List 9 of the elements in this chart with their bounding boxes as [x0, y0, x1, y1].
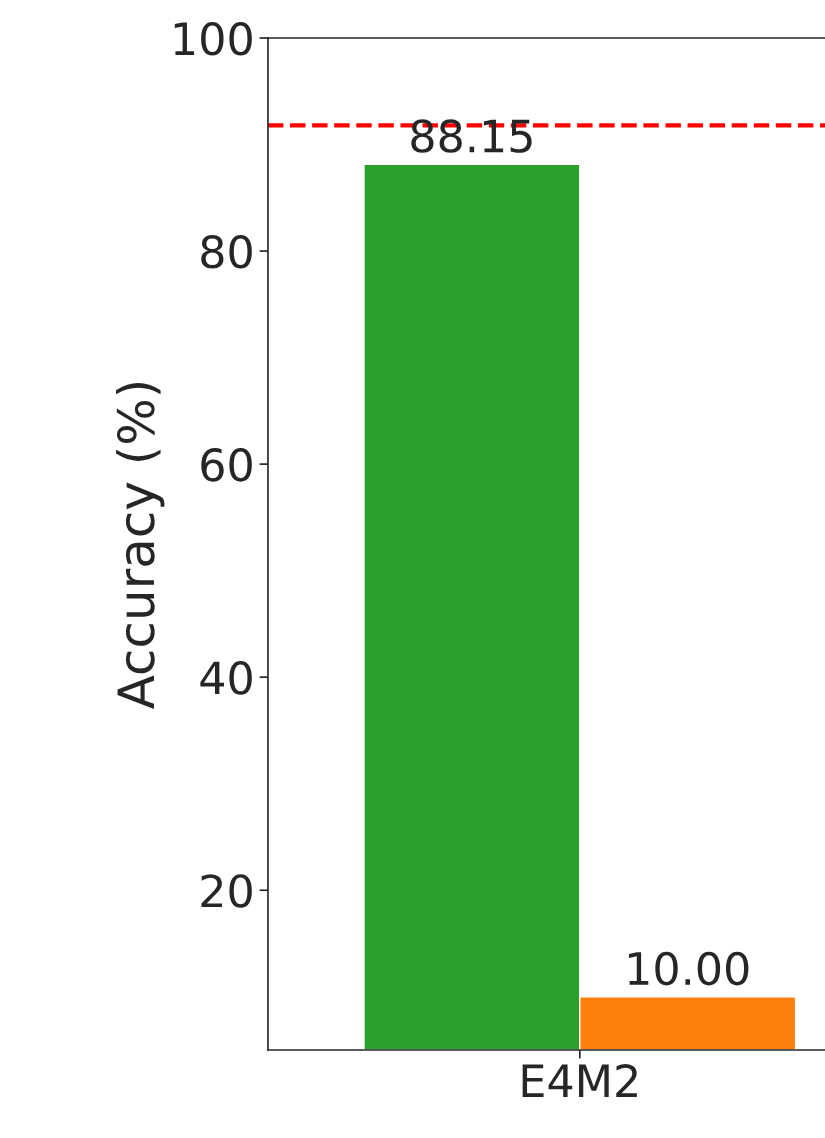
y-tick-label: 80	[201, 234, 252, 269]
y-tick-label: 20	[201, 874, 252, 908]
data-label: 10.00	[628, 951, 749, 986]
y-tick-label: 60	[201, 448, 252, 482]
x-tick-label: E4M2	[522, 1064, 637, 1097]
y-axis-title: Accuracy (%)	[116, 382, 165, 709]
y-tick-label: 40	[200, 661, 252, 695]
data-label: 88.15	[411, 119, 532, 153]
y-tick-label: 100	[174, 21, 252, 56]
